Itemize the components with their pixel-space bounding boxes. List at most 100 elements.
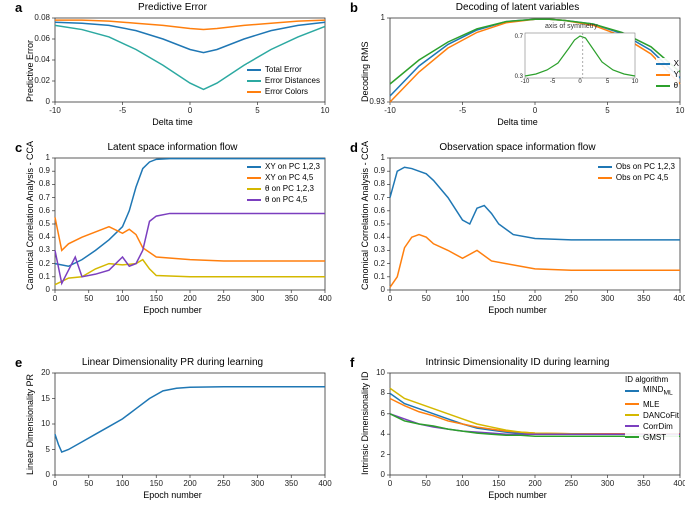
x-tick: 350 bbox=[281, 479, 301, 488]
x-tick: 10 bbox=[670, 106, 685, 115]
legend-swatch bbox=[625, 390, 639, 392]
x-tick: 5 bbox=[248, 106, 268, 115]
x-tick: 0 bbox=[45, 479, 65, 488]
legend-item: Obs on PC 4,5 bbox=[598, 172, 675, 183]
y-tick: 0.1 bbox=[39, 272, 50, 281]
legend-label: Error Distances bbox=[265, 75, 320, 86]
legend-swatch bbox=[656, 85, 670, 87]
y-label: Canonical Correlation Analysis - CCA bbox=[360, 141, 370, 290]
x-tick: 300 bbox=[248, 479, 268, 488]
y-tick: 0 bbox=[46, 97, 50, 106]
x-tick: 10 bbox=[315, 106, 335, 115]
legend-label: Obs on PC 1,2,3 bbox=[616, 161, 675, 172]
legend-title: ID algorithm bbox=[625, 375, 679, 384]
legend-label: XY on PC 1,2,3 bbox=[265, 161, 320, 172]
y-tick: 0.1 bbox=[374, 272, 385, 281]
x-tick: 400 bbox=[670, 294, 685, 303]
legend-label: θ on PC 4,5 bbox=[265, 194, 307, 205]
legend-swatch bbox=[247, 199, 261, 201]
legend-label: Y bbox=[674, 69, 679, 80]
y-tick: 0.8 bbox=[39, 179, 50, 188]
x-tick: 350 bbox=[634, 294, 654, 303]
x-tick: 50 bbox=[79, 479, 99, 488]
y-tick: 4 bbox=[381, 429, 385, 438]
panel-c: cLatent space information flow0501001502… bbox=[15, 140, 330, 320]
legend-item: MINDML bbox=[625, 384, 679, 399]
x-tick: 100 bbox=[113, 479, 133, 488]
panel-a: aPredictive Error-10-5051000.020.040.060… bbox=[15, 0, 330, 130]
legend-item: GMST bbox=[625, 432, 679, 443]
legend-item: MLE bbox=[625, 399, 679, 410]
x-tick: -10 bbox=[380, 106, 400, 115]
y-tick: 0.4 bbox=[39, 232, 50, 241]
legend-label: XY on PC 4,5 bbox=[265, 172, 313, 183]
y-tick: 0.3 bbox=[39, 245, 50, 254]
inset-x-tick: 0 bbox=[574, 79, 586, 85]
legend-swatch bbox=[625, 436, 639, 438]
panel-d: dObservation space information flow05010… bbox=[350, 140, 685, 320]
panel-b: bDecoding of latent variables-10-505100.… bbox=[350, 0, 685, 130]
y-tick: 10 bbox=[376, 368, 385, 377]
x-tick: 200 bbox=[525, 479, 545, 488]
y-tick: 0.2 bbox=[374, 259, 385, 268]
x-tick: 5 bbox=[598, 106, 618, 115]
y-tick: 0.7 bbox=[39, 193, 50, 202]
legend-label: Error Colors bbox=[265, 86, 308, 97]
legend: Obs on PC 1,2,3Obs on PC 4,5 bbox=[598, 161, 675, 183]
chart-svg bbox=[350, 0, 685, 130]
series-line bbox=[55, 260, 325, 285]
x-tick: 150 bbox=[146, 294, 166, 303]
legend-label: Obs on PC 4,5 bbox=[616, 172, 668, 183]
legend-item: Error Colors bbox=[247, 86, 320, 97]
legend-swatch bbox=[247, 166, 261, 168]
legend: ID algorithmMINDMLMLEDANCoFitCorrDimGMST bbox=[625, 375, 679, 443]
legend: XY on PC 1,2,3XY on PC 4,5θ on PC 1,2,3θ… bbox=[247, 161, 320, 205]
y-tick: 0.08 bbox=[34, 13, 50, 22]
x-label: Delta time bbox=[350, 117, 685, 127]
legend-label: MLE bbox=[643, 399, 659, 410]
y-tick: 2 bbox=[381, 450, 385, 459]
x-tick: 150 bbox=[489, 294, 509, 303]
y-tick: 0.04 bbox=[34, 55, 50, 64]
x-tick: -10 bbox=[45, 106, 65, 115]
legend-swatch bbox=[247, 177, 261, 179]
legend-label: DANCoFit bbox=[643, 410, 679, 421]
legend-swatch bbox=[625, 403, 639, 405]
y-tick: 1 bbox=[46, 153, 50, 162]
x-tick: 250 bbox=[214, 294, 234, 303]
series-line bbox=[390, 235, 680, 288]
x-tick: 100 bbox=[113, 294, 133, 303]
legend-swatch bbox=[625, 425, 639, 427]
legend-item: θ on PC 4,5 bbox=[247, 194, 320, 205]
y-tick: 1 bbox=[381, 153, 385, 162]
y-tick: 0.8 bbox=[374, 179, 385, 188]
x-tick: 300 bbox=[598, 479, 618, 488]
x-label: Epoch number bbox=[350, 305, 685, 315]
series-line bbox=[55, 217, 325, 261]
legend-item: Y bbox=[656, 69, 679, 80]
y-tick: 1 bbox=[381, 13, 385, 22]
legend-item: CorrDim bbox=[625, 421, 679, 432]
y-tick: 0.93 bbox=[369, 97, 385, 106]
legend-label: θ on PC 1,2,3 bbox=[265, 183, 314, 194]
legend-label: Total Error bbox=[265, 64, 302, 75]
x-tick: 400 bbox=[315, 294, 335, 303]
legend: XYθ bbox=[656, 58, 679, 91]
y-tick: 0.7 bbox=[374, 193, 385, 202]
legend: Total ErrorError DistancesError Colors bbox=[247, 64, 320, 97]
x-tick: 0 bbox=[380, 294, 400, 303]
y-tick: 8 bbox=[381, 388, 385, 397]
y-tick: 6 bbox=[381, 409, 385, 418]
x-tick: 150 bbox=[146, 479, 166, 488]
x-tick: 100 bbox=[453, 479, 473, 488]
legend-label: θ bbox=[674, 80, 678, 91]
x-tick: 350 bbox=[634, 479, 654, 488]
x-tick: 200 bbox=[180, 479, 200, 488]
x-tick: 200 bbox=[180, 294, 200, 303]
y-label: Canonical Correlation Analysis - CCA bbox=[25, 141, 35, 290]
x-tick: -5 bbox=[113, 106, 133, 115]
y-tick: 0.2 bbox=[39, 259, 50, 268]
inset-x-tick: 5 bbox=[602, 79, 614, 85]
y-tick: 0.02 bbox=[34, 76, 50, 85]
x-label: Epoch number bbox=[15, 490, 330, 500]
